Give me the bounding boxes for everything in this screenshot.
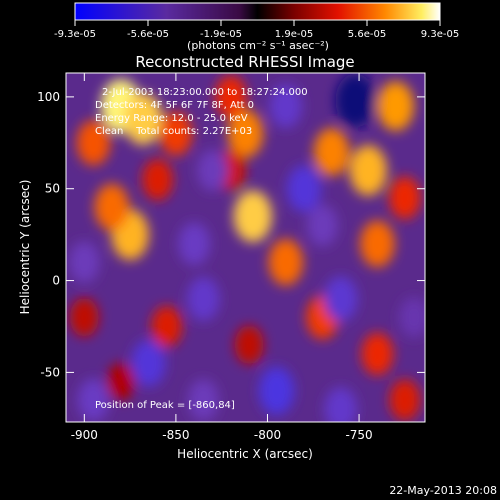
colorbar-tick-label: -9.3e-05 xyxy=(54,29,96,40)
negative-flux-blob xyxy=(258,366,295,415)
negative-flux-blob xyxy=(399,297,425,338)
negative-flux-blob xyxy=(187,276,220,321)
positive-flux-blob xyxy=(377,81,414,131)
positive-flux-blob xyxy=(94,183,130,231)
positive-flux-blob xyxy=(123,92,163,145)
colorbar-tick-label: -1.9e-05 xyxy=(200,29,242,40)
annotation-energy-range: Energy Range: 12.0 - 25.0 keV xyxy=(95,113,248,124)
annotation-counts: Clean Total counts: 2.27E+03 xyxy=(95,126,252,137)
positive-flux-blob xyxy=(159,111,193,156)
negative-flux-blob xyxy=(68,241,100,283)
negative-flux-blob xyxy=(307,204,338,247)
x-tick-label: -800 xyxy=(254,428,281,442)
annotation-block: 2-Jul-2003 18:23:00.000 to 18:27:24.000 … xyxy=(95,87,308,137)
positive-flux-blob xyxy=(227,109,264,158)
positive-flux-blob xyxy=(76,120,111,166)
negative-flux-blob xyxy=(178,222,211,266)
x-tick-label: -750 xyxy=(345,428,372,442)
y-tick-label: 50 xyxy=(45,182,60,196)
heatmap-area xyxy=(66,73,425,422)
negative-flux-blob xyxy=(197,149,228,192)
y-tick-label: 0 xyxy=(52,274,60,288)
positive-flux-blob xyxy=(142,158,173,201)
positive-flux-blob xyxy=(215,75,247,119)
negative-flux-blob xyxy=(269,84,303,129)
positive-flux-blob xyxy=(233,190,273,243)
positive-flux-blob xyxy=(360,220,395,268)
colorbar-tick-label: 5.6e-05 xyxy=(348,29,386,40)
positive-flux-blob xyxy=(107,362,135,401)
positive-flux-blob xyxy=(268,238,304,286)
timestamp: 22-May-2013 20:08 xyxy=(389,484,497,497)
x-axis-label: Heliocentric X (arcsec) xyxy=(177,447,313,461)
negative-flux-blob xyxy=(324,387,358,422)
annotation-detectors: Detectors: 4F 5F 6F 7F 8F, Att 0 xyxy=(95,100,254,111)
negative-flux-blob xyxy=(77,378,110,422)
chart-title: Reconstructed RHESSI Image xyxy=(135,53,354,71)
colorbar xyxy=(74,2,441,21)
positive-flux-blob xyxy=(361,332,394,376)
y-tick-label: 100 xyxy=(37,90,60,104)
peak-position-label: Position of Peak = [-860,84] xyxy=(95,400,235,411)
negative-flux-blob xyxy=(131,339,166,387)
colorbar-ticks: -9.3e-05 -5.6e-05 -1.9e-05 1.9e-05 5.6e-05 9.… xyxy=(54,20,459,40)
positive-flux-blob xyxy=(313,127,350,176)
colorbar-tick-label: -5.6e-05 xyxy=(127,29,169,40)
negative-flux-blob xyxy=(188,379,219,421)
colorbar-tick-label: 1.9e-05 xyxy=(275,29,313,40)
y-tick-label: -50 xyxy=(40,365,60,379)
positive-flux-blob xyxy=(389,176,421,220)
positive-flux-blob xyxy=(234,325,264,365)
positive-flux-blob xyxy=(349,145,387,196)
x-tick-label: -850 xyxy=(162,428,189,442)
positive-flux-blob xyxy=(69,297,99,337)
negative-flux-blob xyxy=(335,73,376,128)
y-axis-label: Heliocentric Y (arcsec) xyxy=(18,180,32,315)
plot-frame xyxy=(65,72,426,423)
colorbar-tick-label: 9.3e-05 xyxy=(421,29,459,40)
negative-flux-blob xyxy=(286,165,322,213)
positive-flux-blob xyxy=(389,379,421,421)
axis-ticks: -900 -850 -800 -750 -50 0 50 100 xyxy=(37,73,425,442)
positive-flux-blob xyxy=(151,305,183,348)
annotation-time-range: 2-Jul-2003 18:23:00.000 to 18:27:24.000 xyxy=(102,87,308,98)
negative-flux-blob xyxy=(323,276,358,322)
colorbar-unit-label: (photons cm⁻² s⁻¹ asec⁻²) xyxy=(187,39,329,52)
x-tick-label: -900 xyxy=(71,428,98,442)
